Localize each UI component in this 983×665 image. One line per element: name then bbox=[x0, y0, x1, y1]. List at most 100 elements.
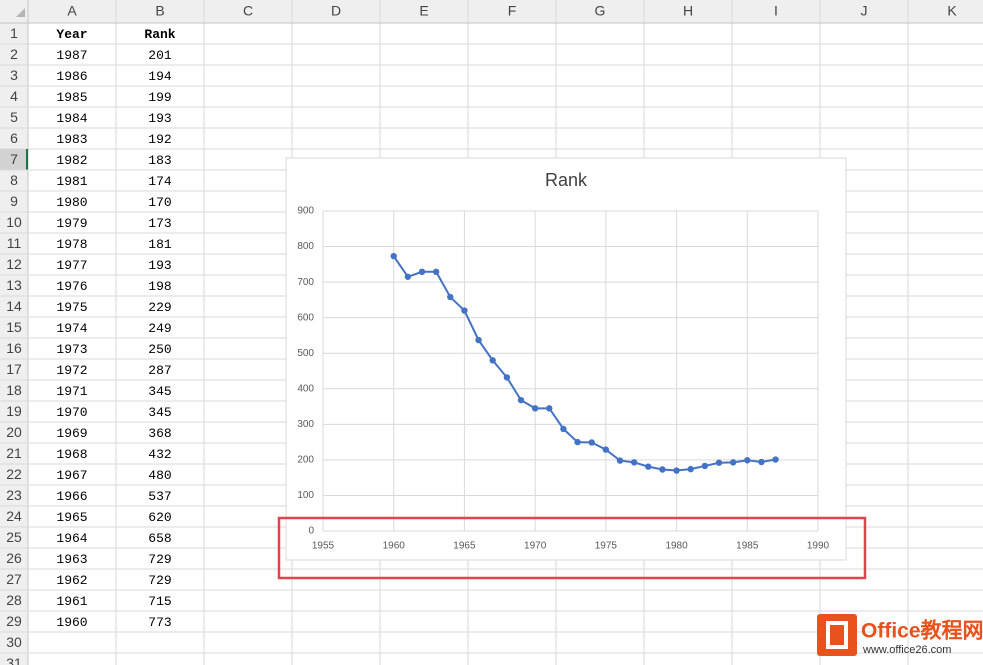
year-cell: 1965 bbox=[56, 510, 87, 525]
year-cell: 1969 bbox=[56, 426, 87, 441]
x-tick-label: 1980 bbox=[665, 541, 688, 552]
row-header: 3 bbox=[10, 67, 18, 83]
highlight-box bbox=[277, 516, 867, 580]
year-cell: 1966 bbox=[56, 489, 87, 504]
year-cell: 1980 bbox=[56, 195, 87, 210]
y-tick-label: 700 bbox=[297, 277, 314, 288]
year-cell: 1973 bbox=[56, 342, 87, 357]
year-cell: 1974 bbox=[56, 321, 87, 336]
data-point bbox=[447, 293, 454, 301]
y-tick-label: 100 bbox=[297, 490, 314, 501]
rank-cell: 715 bbox=[148, 594, 171, 609]
header-cell: Rank bbox=[144, 27, 175, 42]
year-cell: 1982 bbox=[56, 153, 87, 168]
year-cell: 1972 bbox=[56, 363, 87, 378]
row-header: 19 bbox=[6, 403, 22, 419]
watermark: Office教程网 www.office26.com bbox=[817, 614, 983, 656]
column-header-bar bbox=[0, 0, 983, 23]
x-tick-label: 1960 bbox=[383, 541, 406, 552]
row-header: 24 bbox=[6, 508, 22, 524]
row-header: 6 bbox=[10, 130, 18, 146]
row-header: 17 bbox=[6, 361, 22, 377]
column-header: A bbox=[67, 3, 77, 19]
x-tick-label: 1955 bbox=[312, 541, 335, 552]
rank-cell: 229 bbox=[148, 300, 171, 315]
year-cell: 1967 bbox=[56, 468, 87, 483]
rank-cell: 173 bbox=[148, 216, 171, 231]
rank-cell: 199 bbox=[148, 90, 171, 105]
row-header: 28 bbox=[6, 592, 22, 608]
active-row-header bbox=[0, 149, 28, 170]
y-tick-label: 900 bbox=[297, 206, 314, 217]
rank-cell: 729 bbox=[148, 573, 171, 588]
column-header: C bbox=[243, 3, 253, 19]
column-header: K bbox=[947, 3, 957, 19]
row-header: 1 bbox=[10, 25, 18, 41]
data-point bbox=[503, 374, 511, 381]
row-header: 27 bbox=[6, 571, 22, 587]
data-point bbox=[560, 425, 567, 433]
row-header: 29 bbox=[6, 613, 22, 629]
rank-cell: 183 bbox=[148, 153, 171, 168]
row-header: 10 bbox=[6, 214, 22, 230]
column-header: E bbox=[419, 3, 428, 19]
year-cell: 1981 bbox=[56, 174, 87, 189]
row-header: 31 bbox=[6, 655, 22, 665]
rank-cell: 658 bbox=[148, 531, 171, 546]
chart-area[interactable] bbox=[285, 157, 847, 561]
rank-cell: 193 bbox=[148, 258, 171, 273]
y-tick-label: 300 bbox=[297, 419, 314, 430]
rank-cell: 170 bbox=[148, 195, 171, 210]
row-header: 20 bbox=[6, 424, 22, 440]
data-point bbox=[475, 336, 482, 344]
data-point bbox=[588, 439, 595, 446]
year-cell: 1976 bbox=[56, 279, 87, 294]
column-header: D bbox=[331, 3, 341, 19]
column-header: G bbox=[595, 3, 606, 19]
data-point bbox=[602, 446, 610, 453]
y-tick-label: 600 bbox=[297, 312, 314, 323]
data-point bbox=[687, 465, 694, 473]
row-header: 11 bbox=[7, 235, 22, 251]
rank-cell: 198 bbox=[148, 279, 171, 294]
x-tick-label: 1985 bbox=[736, 541, 759, 552]
rank-cell: 345 bbox=[148, 384, 171, 399]
select-all[interactable] bbox=[16, 8, 25, 17]
y-tick-label: 200 bbox=[297, 455, 314, 466]
data-point bbox=[701, 462, 709, 470]
y-tick-label: 0 bbox=[308, 526, 314, 537]
year-cell: 1961 bbox=[56, 594, 87, 609]
row-header: 8 bbox=[10, 172, 18, 188]
year-cell: 1978 bbox=[56, 237, 87, 252]
rank-cell: 174 bbox=[148, 174, 172, 189]
column-header: I bbox=[774, 3, 778, 19]
x-tick-label: 1975 bbox=[595, 541, 618, 552]
data-point bbox=[531, 405, 539, 412]
data-point bbox=[418, 268, 426, 275]
y-tick-label: 800 bbox=[297, 241, 314, 252]
data-point bbox=[489, 357, 496, 364]
row-header: 7 bbox=[10, 151, 18, 167]
watermark-brand: Office教程网 bbox=[861, 619, 983, 643]
row-header: 21 bbox=[6, 445, 22, 461]
rank-cell: 201 bbox=[148, 48, 172, 63]
row-header: 25 bbox=[6, 529, 22, 545]
column-header: H bbox=[683, 3, 693, 19]
rank-cell: 345 bbox=[148, 405, 171, 420]
x-tick-label: 1990 bbox=[807, 541, 830, 552]
rank-cell: 773 bbox=[148, 615, 171, 630]
row-header: 4 bbox=[10, 88, 18, 104]
row-header: 22 bbox=[6, 466, 22, 482]
row-header: 26 bbox=[6, 550, 22, 566]
rank-cell: 620 bbox=[148, 510, 171, 525]
rank-cell: 729 bbox=[148, 552, 171, 567]
watermark-url: www.office26.com bbox=[862, 644, 951, 656]
logo-icon bbox=[817, 614, 857, 656]
rank-cell: 368 bbox=[148, 426, 171, 441]
rank-cell: 192 bbox=[148, 132, 171, 147]
data-point bbox=[630, 459, 638, 466]
year-cell: 1984 bbox=[56, 111, 87, 126]
header-cell: Year bbox=[56, 27, 87, 42]
data-point bbox=[744, 457, 751, 464]
data-point bbox=[645, 463, 652, 470]
